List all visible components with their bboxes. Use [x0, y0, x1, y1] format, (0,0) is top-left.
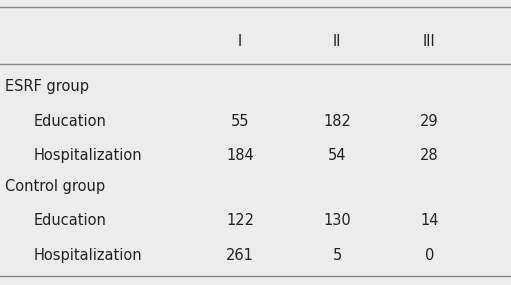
- Text: ESRF group: ESRF group: [5, 80, 89, 94]
- Text: 184: 184: [226, 148, 254, 163]
- Text: 0: 0: [425, 248, 434, 262]
- Text: 29: 29: [420, 114, 438, 129]
- Text: 5: 5: [333, 248, 342, 262]
- Text: 55: 55: [231, 114, 249, 129]
- Text: II: II: [333, 34, 341, 49]
- Text: 14: 14: [420, 213, 438, 228]
- Text: 130: 130: [323, 213, 351, 228]
- Text: 261: 261: [226, 248, 254, 262]
- Text: 28: 28: [420, 148, 438, 163]
- Text: Hospitalization: Hospitalization: [33, 148, 142, 163]
- Text: Hospitalization: Hospitalization: [33, 248, 142, 262]
- Text: 182: 182: [323, 114, 351, 129]
- Text: III: III: [423, 34, 435, 49]
- Text: 122: 122: [226, 213, 254, 228]
- Text: 54: 54: [328, 148, 346, 163]
- Text: Control group: Control group: [5, 179, 105, 194]
- Text: Education: Education: [33, 114, 106, 129]
- Text: I: I: [238, 34, 242, 49]
- Text: Education: Education: [33, 213, 106, 228]
